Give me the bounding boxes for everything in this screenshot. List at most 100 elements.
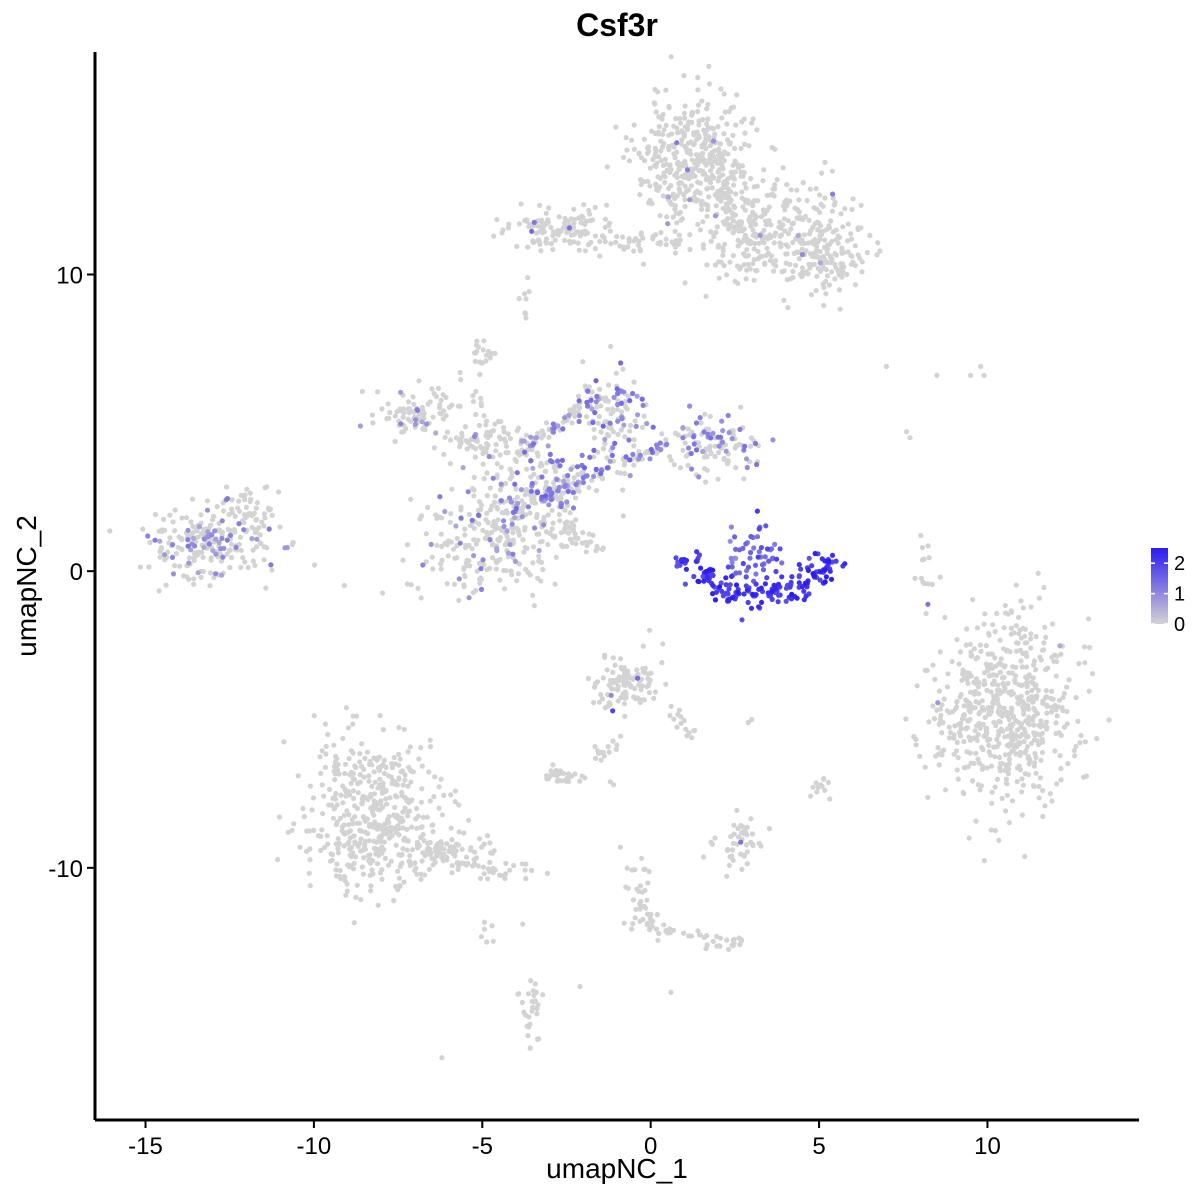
- cell-point: [663, 242, 669, 248]
- cell-point: [1017, 752, 1023, 759]
- cell-point: [362, 755, 368, 762]
- cell-point: [994, 776, 1001, 783]
- cell-point: [629, 867, 635, 873]
- expressing-cell-point: [478, 586, 485, 593]
- cell-point: [699, 143, 705, 149]
- cell-point: [1020, 605, 1026, 611]
- cell-point: [695, 87, 701, 93]
- cell-point: [687, 232, 693, 238]
- expressing-cell-point: [764, 575, 770, 581]
- cell-point: [989, 789, 995, 795]
- cell-point: [561, 529, 567, 535]
- cell-point: [240, 555, 246, 561]
- expressing-cell-point: [733, 546, 739, 552]
- cell-point: [681, 930, 687, 936]
- cell-point: [942, 787, 949, 793]
- expressing-cell-point: [680, 425, 686, 431]
- cell-point: [481, 338, 487, 344]
- cell-point: [639, 676, 645, 682]
- cell-point: [965, 718, 971, 724]
- cell-point: [319, 827, 325, 833]
- cell-point: [499, 230, 505, 236]
- cell-point: [666, 145, 672, 151]
- cell-point: [651, 695, 657, 701]
- cell-point: [932, 676, 938, 683]
- cell-point: [811, 261, 818, 267]
- cell-point: [276, 489, 282, 495]
- expressing-cell-point: [810, 571, 816, 577]
- cell-point: [405, 416, 411, 422]
- cell-point: [611, 782, 617, 788]
- cell-point: [404, 826, 410, 833]
- cell-point: [337, 867, 343, 874]
- cell-point: [489, 923, 495, 929]
- cell-point: [364, 749, 371, 755]
- cell-point: [822, 195, 828, 201]
- expressing-cell-point: [777, 592, 783, 598]
- expressing-cell-point: [691, 441, 697, 447]
- cell-point: [534, 450, 540, 456]
- cell-point: [699, 206, 705, 212]
- cell-point: [357, 772, 363, 778]
- cell-point: [640, 643, 646, 649]
- cell-point: [475, 863, 481, 869]
- cell-point: [379, 867, 385, 873]
- expressing-cell-point: [555, 488, 561, 494]
- cell-point: [581, 202, 587, 208]
- cell-point: [190, 523, 196, 530]
- cell-point: [762, 234, 768, 240]
- cell-point: [579, 213, 585, 219]
- cell-point: [1025, 703, 1031, 709]
- cell-point: [468, 443, 474, 449]
- x-tick-label: 5: [812, 1133, 825, 1160]
- cell-point: [449, 486, 455, 492]
- expressing-cell-point: [627, 398, 633, 404]
- cell-point: [531, 239, 537, 245]
- cell-point: [1033, 770, 1039, 776]
- cell-point: [389, 765, 395, 771]
- cell-point: [985, 651, 991, 657]
- cell-point: [553, 554, 559, 560]
- cell-point: [369, 809, 375, 815]
- cell-point: [764, 192, 770, 198]
- cell-point: [749, 716, 755, 723]
- cell-point: [615, 431, 621, 437]
- cell-point: [992, 784, 998, 790]
- cell-point: [515, 571, 522, 577]
- cell-point: [985, 665, 991, 671]
- expressing-cell-point: [665, 194, 671, 200]
- cell-point: [971, 646, 978, 652]
- cell-point: [748, 816, 754, 822]
- cell-point: [357, 779, 363, 785]
- cell-point: [545, 512, 551, 518]
- cell-point: [697, 180, 704, 186]
- cell-point: [307, 857, 313, 863]
- cell-point: [806, 261, 812, 267]
- cell-point: [996, 754, 1003, 761]
- cell-point: [1058, 765, 1064, 772]
- cell-point: [170, 519, 176, 525]
- cell-point: [478, 576, 484, 582]
- cell-point: [768, 222, 774, 228]
- color-scale-bar: [1151, 548, 1168, 624]
- cell-point: [1072, 753, 1078, 759]
- cell-point: [336, 771, 342, 777]
- cell-point: [483, 445, 490, 451]
- cell-point: [1061, 690, 1067, 697]
- cell-point: [447, 461, 453, 467]
- cell-point: [707, 413, 713, 420]
- cell-point: [489, 503, 495, 509]
- cell-point: [365, 831, 371, 837]
- expressing-cell-point: [398, 389, 404, 395]
- expressing-cell-point: [169, 554, 176, 561]
- cell-point: [466, 817, 472, 823]
- expressing-cell-point: [745, 599, 751, 606]
- expressing-cell-point: [536, 547, 542, 554]
- cell-point: [621, 462, 628, 468]
- cell-point: [1014, 779, 1020, 785]
- cell-point: [406, 858, 412, 864]
- cell-point: [217, 527, 223, 533]
- cell-point: [411, 401, 417, 407]
- cell-point: [543, 240, 550, 246]
- cell-point: [491, 519, 497, 525]
